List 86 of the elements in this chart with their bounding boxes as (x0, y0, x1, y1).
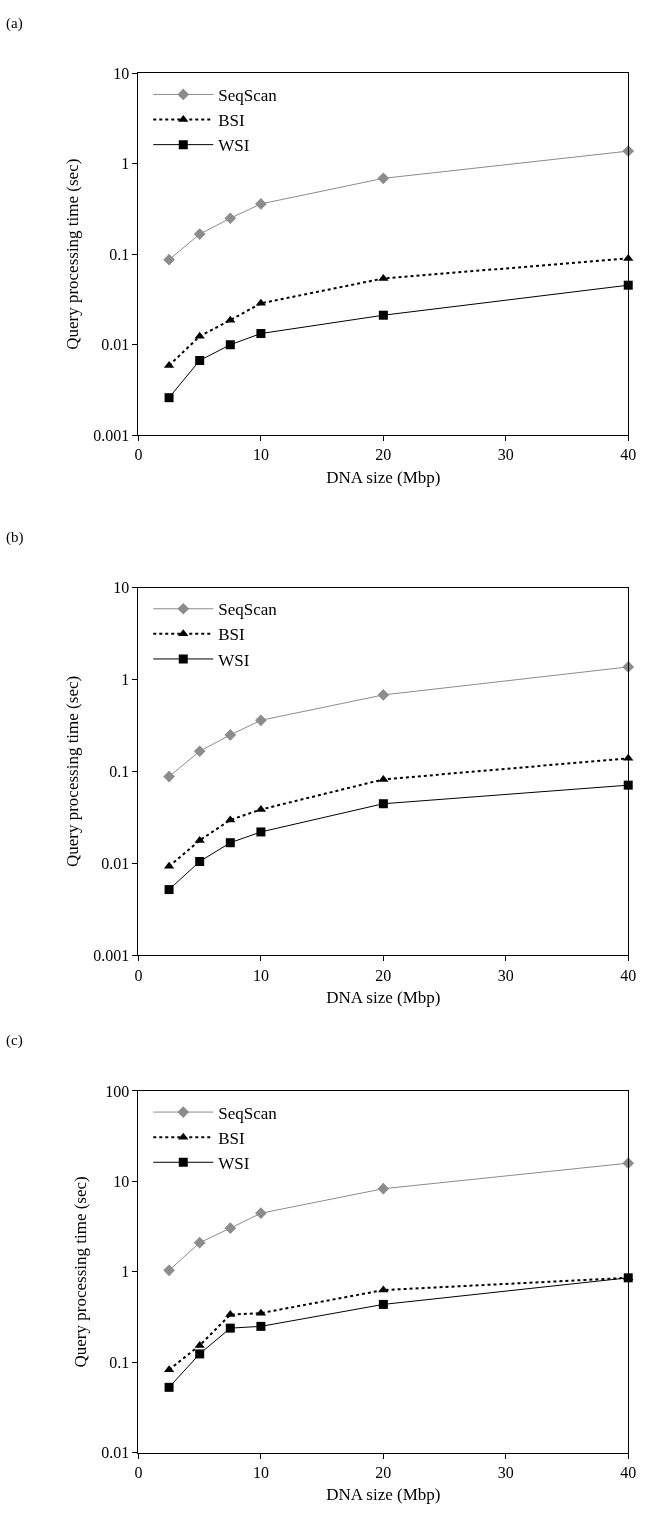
y-axis-title: Query processing time (sec) (70, 1176, 90, 1368)
x-tick-label: 30 (497, 1464, 514, 1482)
x-tick-label: 40 (620, 446, 637, 464)
point (378, 774, 389, 782)
point (193, 1236, 206, 1249)
text: (a) (6, 15, 23, 32)
point (377, 172, 390, 185)
point (195, 857, 205, 866)
legend-label: BSI (218, 111, 246, 131)
x-tick-label: 10 (252, 446, 269, 464)
legend-label: SeqScan (218, 1103, 278, 1123)
point (164, 1382, 174, 1392)
point (378, 1299, 388, 1309)
point (225, 815, 236, 823)
point (623, 253, 634, 261)
legend-label: WSI (218, 136, 250, 156)
point (256, 329, 266, 339)
y-tick-label: 0.1 (109, 245, 130, 263)
x-tick-label: 0 (134, 446, 143, 464)
point (195, 355, 205, 365)
legend-label: BSI (218, 1128, 246, 1148)
point (255, 714, 267, 727)
point (377, 1182, 390, 1195)
y-tick-label: 0.1 (109, 1353, 130, 1371)
point (193, 228, 206, 240)
x-tick-label: 10 (252, 966, 269, 984)
point (225, 340, 235, 350)
point (255, 1207, 267, 1220)
y-tick-label: 0.001 (93, 947, 130, 965)
point (378, 273, 389, 281)
y-tick-label: 0.01 (101, 855, 130, 873)
x-tick-label: 40 (620, 1464, 637, 1482)
point (224, 1222, 237, 1235)
point (224, 729, 237, 741)
point (194, 1340, 205, 1348)
y-tick-label: 1 (121, 671, 130, 689)
point (164, 885, 174, 895)
point (256, 1321, 266, 1331)
x-tick-label: 20 (375, 1464, 392, 1482)
y-tick-label: 0.001 (93, 426, 130, 444)
y-tick-label: 10 (113, 64, 130, 82)
y-tick-label: 10 (113, 579, 130, 597)
legend-label: WSI (218, 1153, 250, 1173)
legend-label: WSI (218, 650, 250, 670)
y-tick-label: 0.01 (101, 336, 130, 354)
x-tick-label: 0 (134, 966, 143, 984)
point (623, 753, 634, 761)
point (193, 745, 206, 758)
point (163, 1264, 175, 1277)
point (256, 827, 266, 837)
x-axis-title: DNA size (Mbp) (326, 467, 441, 487)
y-tick-label: 0.01 (101, 1444, 130, 1462)
legend-label: SeqScan (218, 86, 278, 106)
point (224, 212, 237, 225)
y-axis-title: Query processing time (sec) (62, 158, 82, 350)
x-axis-title: DNA size (Mbp) (326, 1485, 441, 1505)
y-tick-label: 100 (105, 1082, 130, 1100)
legend-label: BSI (218, 625, 246, 645)
x-axis-title: DNA size (Mbp) (326, 988, 441, 1008)
point (195, 1349, 205, 1359)
y-tick-label: 10 (113, 1172, 130, 1190)
text: (c) (6, 1032, 23, 1049)
x-tick-label: 0 (134, 1464, 143, 1482)
x-tick-label: 30 (497, 966, 514, 984)
point (378, 799, 388, 809)
point (255, 198, 267, 210)
point (194, 331, 205, 339)
point (377, 689, 390, 701)
x-tick-label: 40 (620, 966, 637, 984)
point (225, 838, 235, 848)
y-tick-label: 1 (121, 155, 130, 173)
y-tick-label: 1 (121, 1263, 130, 1281)
y-axis-title: Query processing time (sec) (62, 675, 82, 868)
point (378, 310, 388, 320)
x-tick-label: 20 (375, 966, 392, 984)
point (163, 253, 175, 266)
text: (b) (6, 529, 24, 546)
point (163, 770, 175, 783)
x-tick-label: 10 (252, 1464, 269, 1482)
x-tick-label: 30 (497, 446, 514, 464)
y-tick-label: 0.1 (109, 763, 130, 781)
point (225, 1323, 235, 1333)
legend-label: SeqScan (218, 600, 278, 620)
x-tick-label: 20 (375, 446, 392, 464)
point (164, 393, 174, 403)
point (194, 835, 205, 843)
